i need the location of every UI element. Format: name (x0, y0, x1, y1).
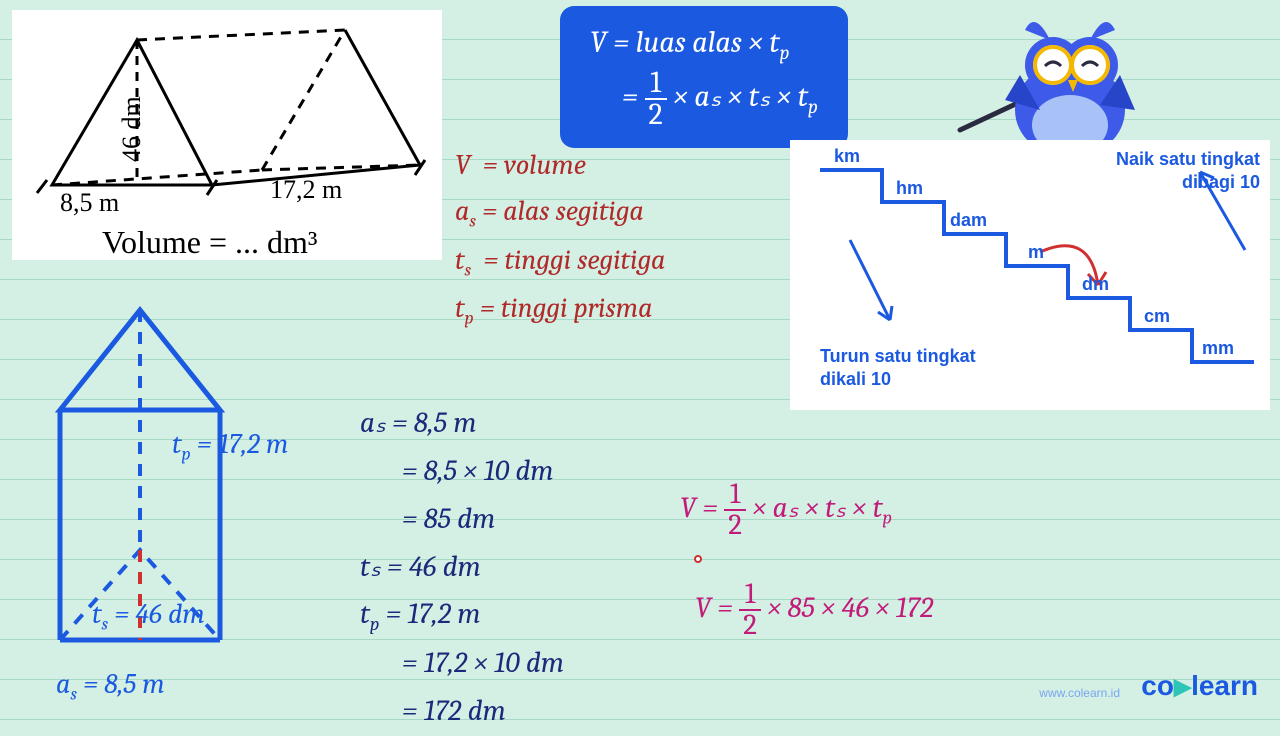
calc-l4: tₛ = 46 dm (360, 544, 564, 592)
calc-l3: = 85 dm (360, 496, 564, 544)
legend-ts: ts = tinggi segitiga (455, 237, 665, 286)
prism-length-label: 17,2 m (270, 175, 342, 205)
stairs-down-text: Turun satu tingkatdikali 10 (820, 345, 976, 392)
formula-box: V = luas alas × tp = 12 × aₛ × tₛ × tp (560, 6, 848, 148)
unit-cm: cm (1144, 306, 1170, 327)
brand-logo: co▸learn (1141, 666, 1258, 706)
vol-line1: V = 12 × aₛ × tₛ × tp (680, 480, 892, 540)
upright-ts-label: ts = 46 dm (92, 598, 205, 635)
unit-mm: mm (1202, 338, 1234, 359)
unit-stairs-panel: km hm dam m dm cm mm Naik satu tingkatdi… (790, 140, 1270, 410)
calc-l6: = 17,2 × 10 dm (360, 640, 564, 688)
upright-as-label: as = 8,5 m (56, 668, 165, 705)
prism-diagram-svg (12, 10, 442, 260)
vol-line2: V = 12 × 85 × 46 × 172 (695, 580, 933, 640)
calc-l2: = 8,5 × 10 dm (360, 448, 564, 496)
unit-km: km (834, 146, 860, 167)
unit-dam: dam (950, 210, 987, 231)
legend-tp: tp = tinggi prisma (455, 285, 665, 334)
legend: V = volume as = alas segitiga ts = tingg… (455, 142, 665, 334)
upright-tp-label: tp = 17,2 m (172, 428, 288, 465)
prism-base-label: 8,5 m (60, 188, 119, 218)
stairs-up-text: Naik satu tingkatdibagi 10 (1116, 148, 1260, 195)
prism-height-label: 46 dm (117, 96, 147, 162)
unit-hm: hm (896, 178, 923, 199)
calc-l5: tp = 17,2 m (360, 591, 564, 640)
site-url: www.colearn.id (1039, 686, 1120, 700)
formula-line1: V = luas alas × tp (590, 20, 818, 68)
unit-dm: dm (1082, 274, 1109, 295)
legend-v: V = volume (455, 142, 665, 188)
prism-caption: Volume = ... dm³ (102, 224, 318, 261)
upright-prism-svg (20, 290, 300, 710)
calc-l7: = 172 dm (360, 688, 564, 736)
formula-line2: = 12 × aₛ × tₛ × tp (590, 68, 818, 130)
cursor-indicator (694, 555, 702, 563)
unit-m: m (1028, 242, 1044, 263)
prism-diagram-panel: 8,5 m 46 dm 17,2 m Volume = ... dm³ (12, 10, 442, 260)
legend-as: as = alas segitiga (455, 188, 665, 237)
calc-l1: aₛ = 8,5 m (360, 400, 564, 448)
calc-block: aₛ = 8,5 m = 8,5 × 10 dm = 85 dm tₛ = 46… (360, 400, 564, 736)
